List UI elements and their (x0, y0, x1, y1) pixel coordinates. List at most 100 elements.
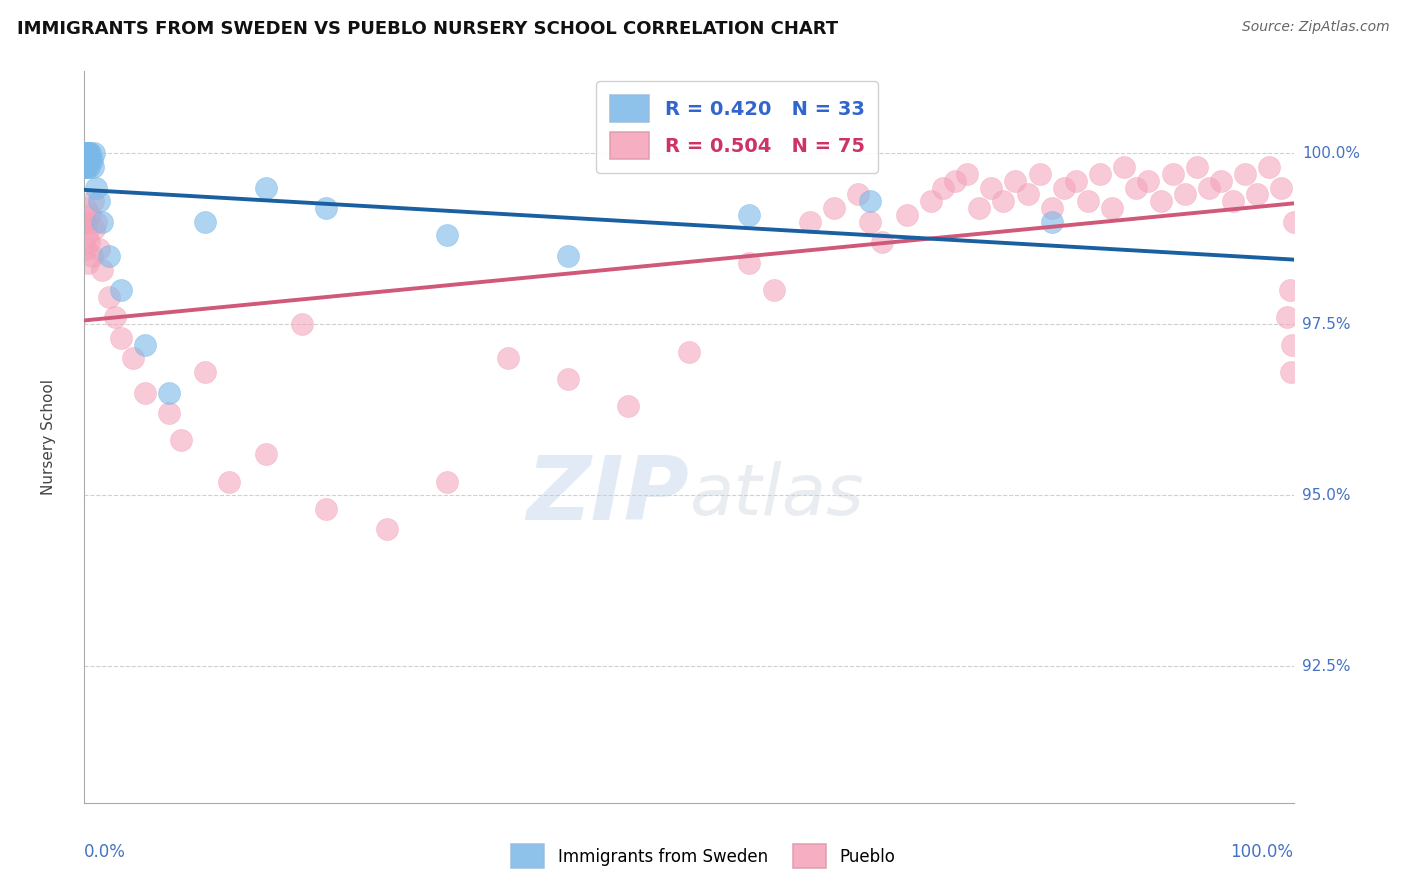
Point (75, 201, 97, 215)
Point (1137, 174, 1160, 188)
Point (121, 351, 143, 366)
Point (436, 475, 458, 489)
Point (79, 153, 101, 168)
Point (254, 447, 277, 461)
Point (157, 385, 180, 400)
Text: 0.0%: 0.0% (84, 843, 127, 861)
Point (80, 249, 103, 263)
Point (1258, 160, 1281, 174)
Point (823, 201, 845, 215)
Point (872, 235, 894, 250)
Point (77, 146, 100, 161)
Text: 92.5%: 92.5% (1302, 658, 1350, 673)
Point (77, 235, 100, 250)
Text: Nursery School: Nursery School (41, 379, 56, 495)
Point (73, 215, 96, 229)
Point (1174, 187, 1197, 202)
Point (75, 160, 97, 174)
Point (75, 242, 97, 256)
Point (110, 283, 132, 297)
Point (194, 365, 217, 379)
Text: 100.0%: 100.0% (1230, 843, 1294, 861)
Text: 97.5%: 97.5% (1302, 317, 1350, 332)
Point (496, 351, 519, 366)
Text: IMMIGRANTS FROM SWEDEN VS PUEBLO NURSERY SCHOOL CORRELATION CHART: IMMIGRANTS FROM SWEDEN VS PUEBLO NURSERY… (17, 20, 838, 37)
Point (1053, 180, 1076, 194)
Point (617, 400, 640, 414)
Point (896, 208, 918, 222)
Point (76, 146, 98, 161)
Point (91, 262, 114, 277)
Point (1028, 167, 1050, 181)
Point (76, 146, 98, 161)
Point (557, 249, 579, 263)
Point (315, 201, 337, 215)
Point (80, 153, 103, 168)
Point (678, 344, 700, 359)
Point (79, 146, 101, 161)
Point (1246, 187, 1268, 202)
Point (980, 180, 1002, 194)
Text: Source: ZipAtlas.com: Source: ZipAtlas.com (1241, 20, 1389, 34)
Point (932, 180, 955, 194)
Point (87, 194, 110, 209)
Point (1278, 283, 1301, 297)
Point (83, 146, 105, 161)
Point (75, 153, 97, 168)
Point (218, 475, 240, 489)
Point (375, 522, 398, 536)
Point (920, 194, 942, 209)
Point (943, 174, 966, 188)
Point (134, 385, 156, 400)
Point (79, 208, 101, 222)
Point (1004, 174, 1026, 188)
Point (1222, 194, 1244, 209)
Point (134, 338, 156, 352)
Point (1281, 338, 1303, 352)
Point (436, 228, 458, 243)
Point (557, 372, 579, 386)
Point (87, 242, 110, 256)
Text: 95.0%: 95.0% (1302, 488, 1350, 503)
Point (104, 310, 127, 325)
Point (1040, 215, 1063, 229)
Text: atlas: atlas (689, 461, 863, 530)
Legend: R = 0.420   N = 33, R = 0.504   N = 75: R = 0.420 N = 33, R = 0.504 N = 75 (596, 81, 879, 173)
Point (76, 153, 98, 168)
Point (91, 215, 114, 229)
Point (170, 434, 193, 448)
Point (859, 215, 882, 229)
Point (291, 318, 314, 332)
Point (738, 208, 761, 222)
Point (77, 160, 100, 174)
Point (956, 167, 979, 181)
Point (77, 256, 100, 270)
Point (1101, 201, 1123, 215)
Point (859, 194, 882, 209)
Point (73, 160, 96, 174)
Point (76, 228, 98, 243)
Point (1277, 310, 1299, 325)
Point (1161, 167, 1184, 181)
Point (846, 187, 869, 202)
Point (110, 331, 132, 345)
Point (157, 406, 180, 420)
Point (1279, 365, 1302, 379)
Point (315, 501, 337, 516)
Point (1040, 201, 1063, 215)
Point (254, 180, 277, 194)
Point (76, 160, 98, 174)
Point (1125, 180, 1147, 194)
Point (1064, 174, 1087, 188)
Point (1017, 187, 1039, 202)
Point (1198, 180, 1220, 194)
Point (75, 146, 97, 161)
Point (83, 221, 105, 235)
Point (82, 194, 104, 209)
Point (1114, 160, 1136, 174)
Point (76, 215, 98, 229)
Point (76, 146, 98, 161)
Point (1077, 194, 1099, 209)
Point (967, 201, 990, 215)
Point (86, 180, 108, 194)
